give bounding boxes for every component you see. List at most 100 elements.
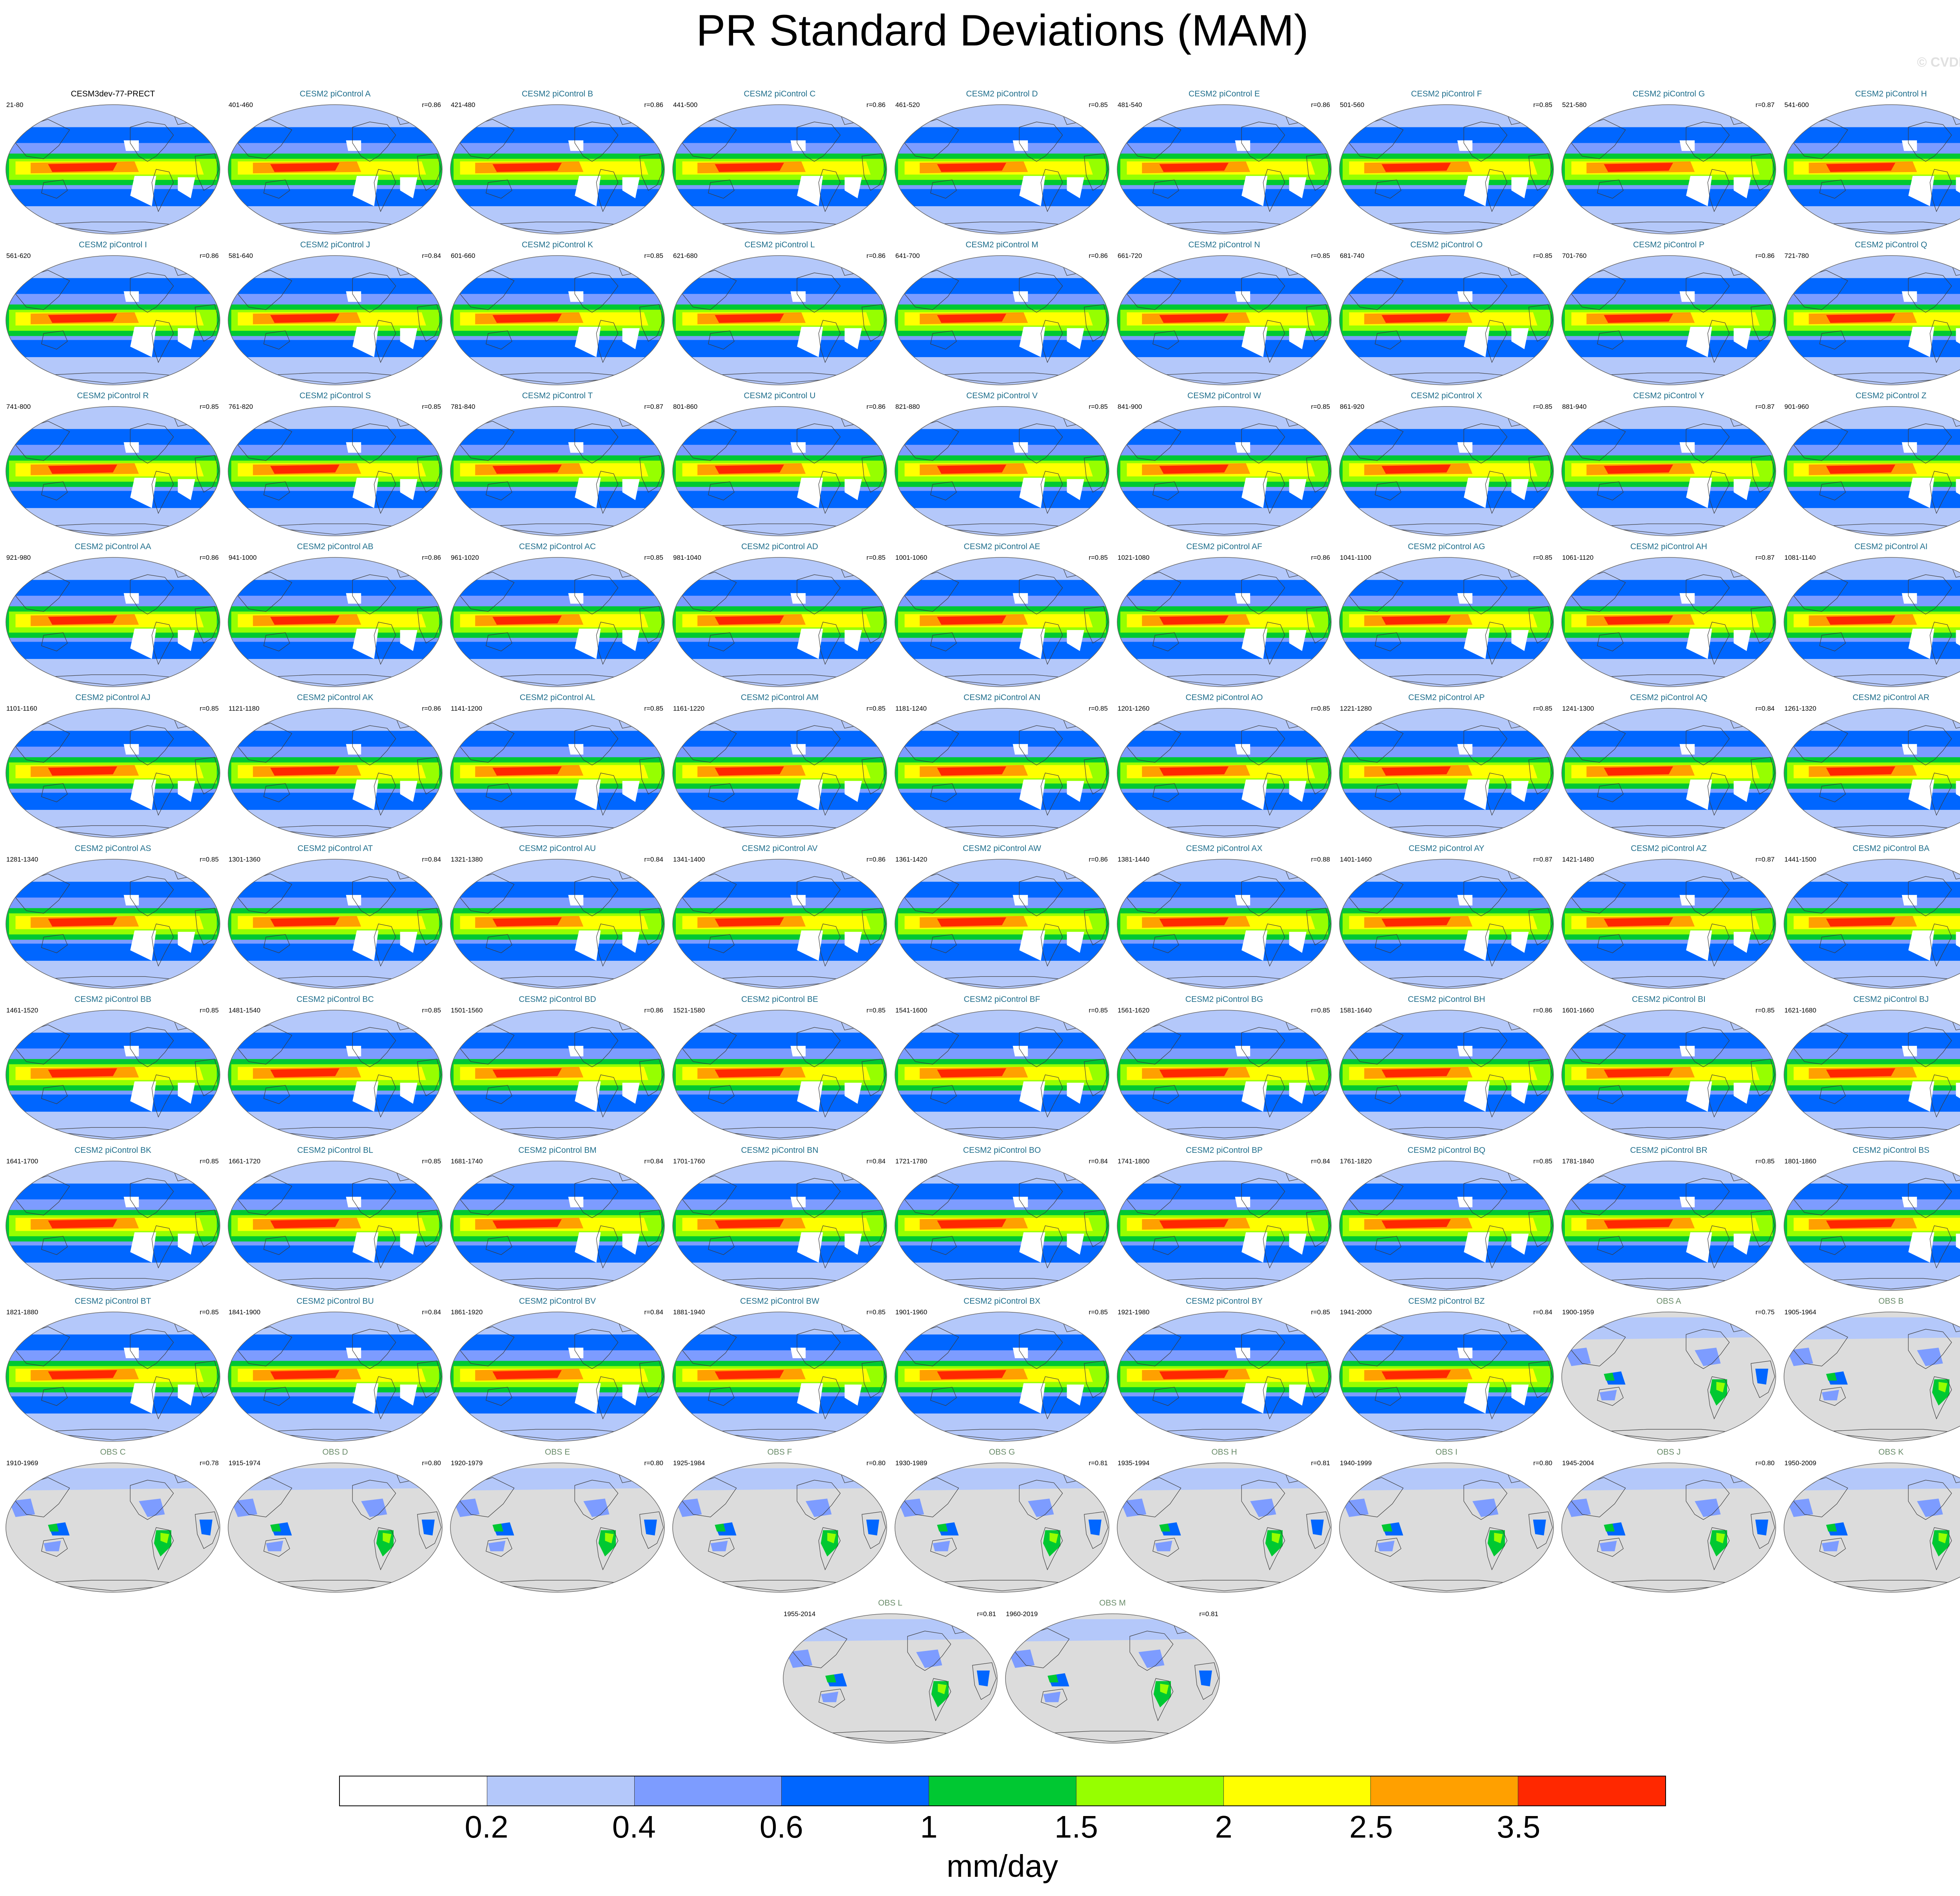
- dry-zone-south-atlantic: [400, 328, 417, 349]
- panel-year-range: 1261-1320: [1784, 705, 1817, 712]
- dry-zone-north-pacific: [123, 442, 139, 453]
- panel-year-range: 981-1040: [673, 554, 701, 561]
- pacific-core: [715, 1370, 784, 1379]
- world-map: [1561, 557, 1776, 687]
- panel-title: CESM2 piControl BN: [741, 1146, 818, 1155]
- dry-zone-south-atlantic: [844, 1234, 862, 1255]
- panel-year-range: 1221-1280: [1340, 705, 1372, 712]
- dry-zone-north-pacific: [123, 1348, 139, 1358]
- panel-title: CESM2 piControl Z: [1855, 391, 1927, 400]
- world-map: [895, 255, 1109, 385]
- pacific-core: [48, 1219, 118, 1228]
- dry-zone-north-pacific: [1235, 1197, 1250, 1207]
- pacific-core: [492, 917, 562, 927]
- panel-year-range: 641-700: [895, 252, 920, 259]
- pacific-core: [937, 163, 1006, 172]
- colorbar-segment: [782, 1776, 929, 1805]
- dry-zone-north-pacific: [568, 744, 584, 755]
- panel-year-range: 941-1000: [229, 554, 257, 561]
- panel-year-range: 1101-1160: [6, 705, 37, 712]
- panel-pattern-correlation: r=0.86: [422, 554, 441, 561]
- dry-zone-east-pacific: [1464, 779, 1490, 810]
- world-map: [1561, 1010, 1776, 1140]
- panel-pattern-correlation: r=0.85: [866, 1007, 886, 1014]
- dry-zone-east-pacific: [352, 1383, 379, 1414]
- dry-zone-north-pacific: [1235, 1348, 1250, 1358]
- map-panel: CESM2 piControl D 461-520 r=0.85: [894, 89, 1110, 235]
- panel-year-range: 421-480: [451, 101, 475, 109]
- world-map: [672, 1161, 887, 1291]
- dry-zone-north-pacific: [1457, 593, 1473, 604]
- dry-zone-east-pacific: [1241, 1383, 1268, 1414]
- dry-zone-north-pacific: [1679, 442, 1695, 453]
- colorbar-tick-label: 1.5: [1054, 1809, 1098, 1844]
- dry-zone-east-pacific: [1464, 477, 1490, 508]
- dry-zone-east-pacific: [1019, 1232, 1045, 1263]
- world-map: [5, 255, 220, 385]
- africa-field: [1199, 1670, 1212, 1687]
- panel-year-range: 881-940: [1562, 403, 1587, 410]
- amazon-field: [1494, 1533, 1503, 1544]
- colorbar-tick-labels: 0.2 0.4 0.6 1 1.5 2 2.5 3.5: [339, 1809, 1666, 1848]
- pacific-core: [1381, 917, 1451, 927]
- pacific-core: [1826, 163, 1895, 172]
- maritime-continent-core: [1381, 1523, 1392, 1532]
- panel-year-range: 1181-1240: [895, 705, 927, 712]
- world-map: [895, 104, 1109, 234]
- dry-zone-east-pacific: [1241, 1081, 1268, 1112]
- map-panel: CESM2 piControl AZ 1421-1480 r=0.87: [1561, 844, 1777, 990]
- map-panel: CESM2 piControl AC 961-1020 r=0.85: [449, 542, 666, 688]
- panel-pattern-correlation: r=0.78: [200, 1459, 219, 1467]
- panel-year-range: 1441-1500: [1784, 856, 1817, 863]
- dry-zone-north-pacific: [1013, 1197, 1028, 1207]
- map-panel: CESM2 piControl BP 1741-1800 r=0.84: [1116, 1146, 1332, 1292]
- amazon-field: [1160, 1684, 1169, 1695]
- africa-field: [1533, 1519, 1546, 1536]
- dry-zone-south-atlantic: [178, 1384, 195, 1406]
- world-map: [228, 708, 443, 838]
- dry-zone-north-pacific: [1235, 593, 1250, 604]
- pacific-core: [1381, 1370, 1451, 1379]
- pacific-core: [1159, 1219, 1229, 1228]
- panel-year-range: 1641-1700: [6, 1158, 38, 1165]
- world-map: [5, 1462, 220, 1593]
- dry-zone-north-pacific: [790, 744, 806, 755]
- dry-zone-east-pacific: [1464, 1081, 1490, 1112]
- dry-zone-east-pacific: [1686, 176, 1712, 207]
- pacific-core: [270, 163, 339, 172]
- dry-zone-east-pacific: [130, 930, 156, 961]
- panel-title: CESM2 piControl AC: [519, 542, 596, 551]
- dry-zone-south-atlantic: [1733, 781, 1751, 802]
- panel-pattern-correlation: r=0.87: [1533, 856, 1552, 863]
- map-panel: CESM2 piControl BC 1481-1540 r=0.85: [227, 995, 443, 1141]
- world-map: [450, 1312, 665, 1442]
- pacific-core: [270, 314, 339, 323]
- panel-pattern-correlation: r=0.86: [866, 252, 886, 259]
- panel-year-range: 441-500: [673, 101, 698, 109]
- dry-zone-north-pacific: [790, 593, 806, 604]
- panel-pattern-correlation: r=0.85: [200, 705, 219, 712]
- world-map: [1339, 1010, 1554, 1140]
- dry-zone-south-atlantic: [1511, 1384, 1529, 1406]
- world-map: [895, 557, 1109, 687]
- panel-year-range: 801-860: [673, 403, 698, 410]
- panel-title: OBS H: [1211, 1448, 1237, 1457]
- dry-zone-east-pacific: [1019, 327, 1045, 357]
- dry-zone-north-pacific: [1457, 1197, 1473, 1207]
- panel-year-range: 821-880: [895, 403, 920, 410]
- dry-zone-east-pacific: [575, 327, 601, 357]
- colorbar-segment: [929, 1776, 1076, 1805]
- dry-zone-east-pacific: [797, 327, 823, 357]
- panel-pattern-correlation: r=0.85: [1533, 403, 1552, 410]
- panel-title: CESM2 piControl AU: [519, 844, 596, 853]
- panel-title: OBS E: [544, 1448, 570, 1457]
- pacific-core: [1604, 464, 1673, 474]
- dry-zone-south-atlantic: [1067, 932, 1084, 953]
- dry-zone-north-pacific: [123, 895, 139, 905]
- dry-zone-north-pacific: [1679, 593, 1695, 604]
- panel-title: CESM2 piControl BU: [296, 1297, 374, 1306]
- panel-pattern-correlation: r=0.88: [1311, 856, 1330, 863]
- dry-zone-south-atlantic: [844, 781, 862, 802]
- panel-title: CESM2 piControl A: [299, 89, 371, 98]
- world-map: [672, 1312, 887, 1442]
